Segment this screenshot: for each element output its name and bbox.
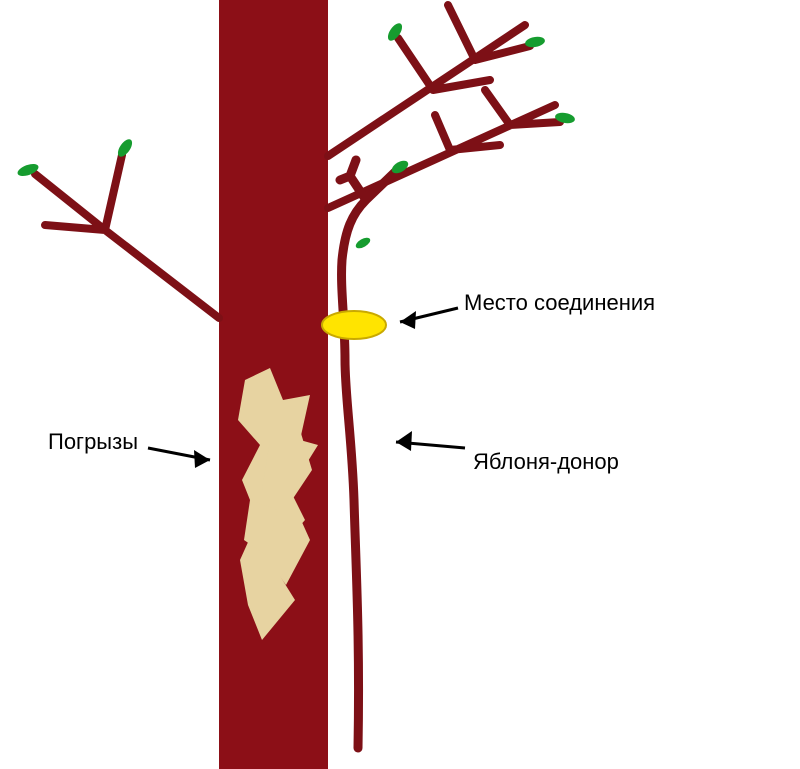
- diagram-stage: Место соединения Погрызы Яблоня-донор: [0, 0, 800, 769]
- label-donor: Яблоня-донор: [473, 449, 619, 475]
- arrow-to-damage-head: [194, 450, 210, 468]
- branch-left: [35, 155, 219, 318]
- arrow-to-donor-head: [396, 431, 412, 451]
- donor-tree: [340, 160, 395, 748]
- label-damage: Погрызы: [48, 429, 138, 455]
- graft-joint: [322, 311, 386, 339]
- diagram-svg: [0, 0, 800, 769]
- label-joint: Место соединения: [464, 290, 655, 316]
- leaf-icon: [354, 236, 372, 251]
